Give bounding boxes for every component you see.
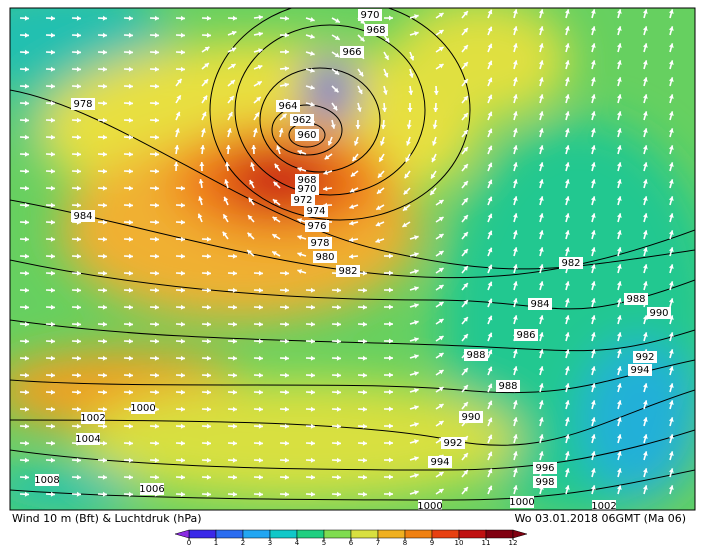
- isobar-label: 1008: [34, 475, 59, 486]
- isobar-label: 1006: [139, 484, 164, 495]
- colorbar-swatch: [378, 530, 405, 538]
- isobar-label: 980: [315, 252, 334, 263]
- colorbar-label: 1: [214, 539, 218, 546]
- colorbar-right-tip: [513, 530, 527, 538]
- isobar-label: 988: [626, 294, 645, 305]
- isobar-label: 964: [278, 101, 297, 112]
- isobar-label: 960: [297, 130, 316, 141]
- colorbar-swatch: [432, 530, 459, 538]
- colorbar-label: 11: [482, 539, 491, 546]
- colorbar-label: 0: [187, 539, 191, 546]
- isobar-label: 994: [430, 457, 449, 468]
- isobar-label: 962: [292, 115, 311, 126]
- isobar-label: 1000: [509, 497, 534, 508]
- isobar-label: 970: [297, 184, 316, 195]
- colorbar-swatch: [270, 530, 297, 538]
- isobar-label: 972: [293, 195, 312, 206]
- isobar-label: 994: [630, 365, 649, 376]
- isobar-label: 1004: [75, 434, 100, 445]
- isobar-label: 988: [498, 381, 517, 392]
- colorbar-label: 8: [403, 539, 407, 546]
- timestamp: Wo 03.01.2018 06GMT (Ma 06): [515, 512, 686, 525]
- colorbar-swatch: [486, 530, 513, 538]
- colorbar-label: 5: [322, 539, 326, 546]
- isobar-label: 966: [342, 47, 361, 58]
- isobar-label: 990: [649, 308, 668, 319]
- wind-field: 9709689669649629609689709729749769789809…: [0, 0, 705, 520]
- colorbar-swatch: [351, 530, 378, 538]
- colorbar-label: 6: [349, 539, 354, 546]
- isobar-label: 978: [310, 238, 329, 249]
- map-title: Wind 10 m (Bft) & Luchtdruk (hPa): [12, 512, 202, 525]
- isobar-label: 1002: [80, 413, 105, 424]
- colorbar-label: 4: [295, 539, 300, 546]
- isobar-label: 984: [530, 299, 549, 310]
- isobar-label: 1000: [130, 403, 155, 414]
- isobar-label: 992: [443, 438, 462, 449]
- isobar-label: 976: [307, 221, 326, 232]
- isobar-label: 968: [366, 25, 385, 36]
- colorbar-label: 7: [376, 539, 380, 546]
- isobar-label: 974: [306, 206, 325, 217]
- isobar-label: 998: [535, 477, 554, 488]
- colorbar-swatch: [189, 530, 216, 538]
- colorbar-label: 10: [455, 539, 464, 546]
- colorbar-swatch: [297, 530, 324, 538]
- isobar-label: 990: [461, 412, 480, 423]
- isobar-label: 992: [635, 352, 654, 363]
- colorbar-left-tip: [175, 530, 189, 538]
- isobar-label: 982: [561, 258, 580, 269]
- isobar-label: 986: [516, 330, 535, 341]
- colorbar-swatch: [216, 530, 243, 538]
- isobar-label: 982: [338, 266, 357, 277]
- colorbar-label: 2: [241, 539, 245, 546]
- colorbar-label: 3: [268, 539, 272, 546]
- colorbar-swatch: [324, 530, 351, 538]
- colorbar-label: 9: [430, 539, 434, 546]
- colorbar-swatch: [459, 530, 486, 538]
- isobar-label: 996: [535, 463, 554, 474]
- colorbar-label: 12: [509, 539, 518, 546]
- isobar-label: 988: [466, 350, 485, 361]
- colorbar-swatch: [243, 530, 270, 538]
- isobar-label: 978: [73, 99, 92, 110]
- isobar-label: 984: [73, 211, 92, 222]
- isobar-label: 970: [360, 10, 379, 21]
- colorbar-swatch: [405, 530, 432, 538]
